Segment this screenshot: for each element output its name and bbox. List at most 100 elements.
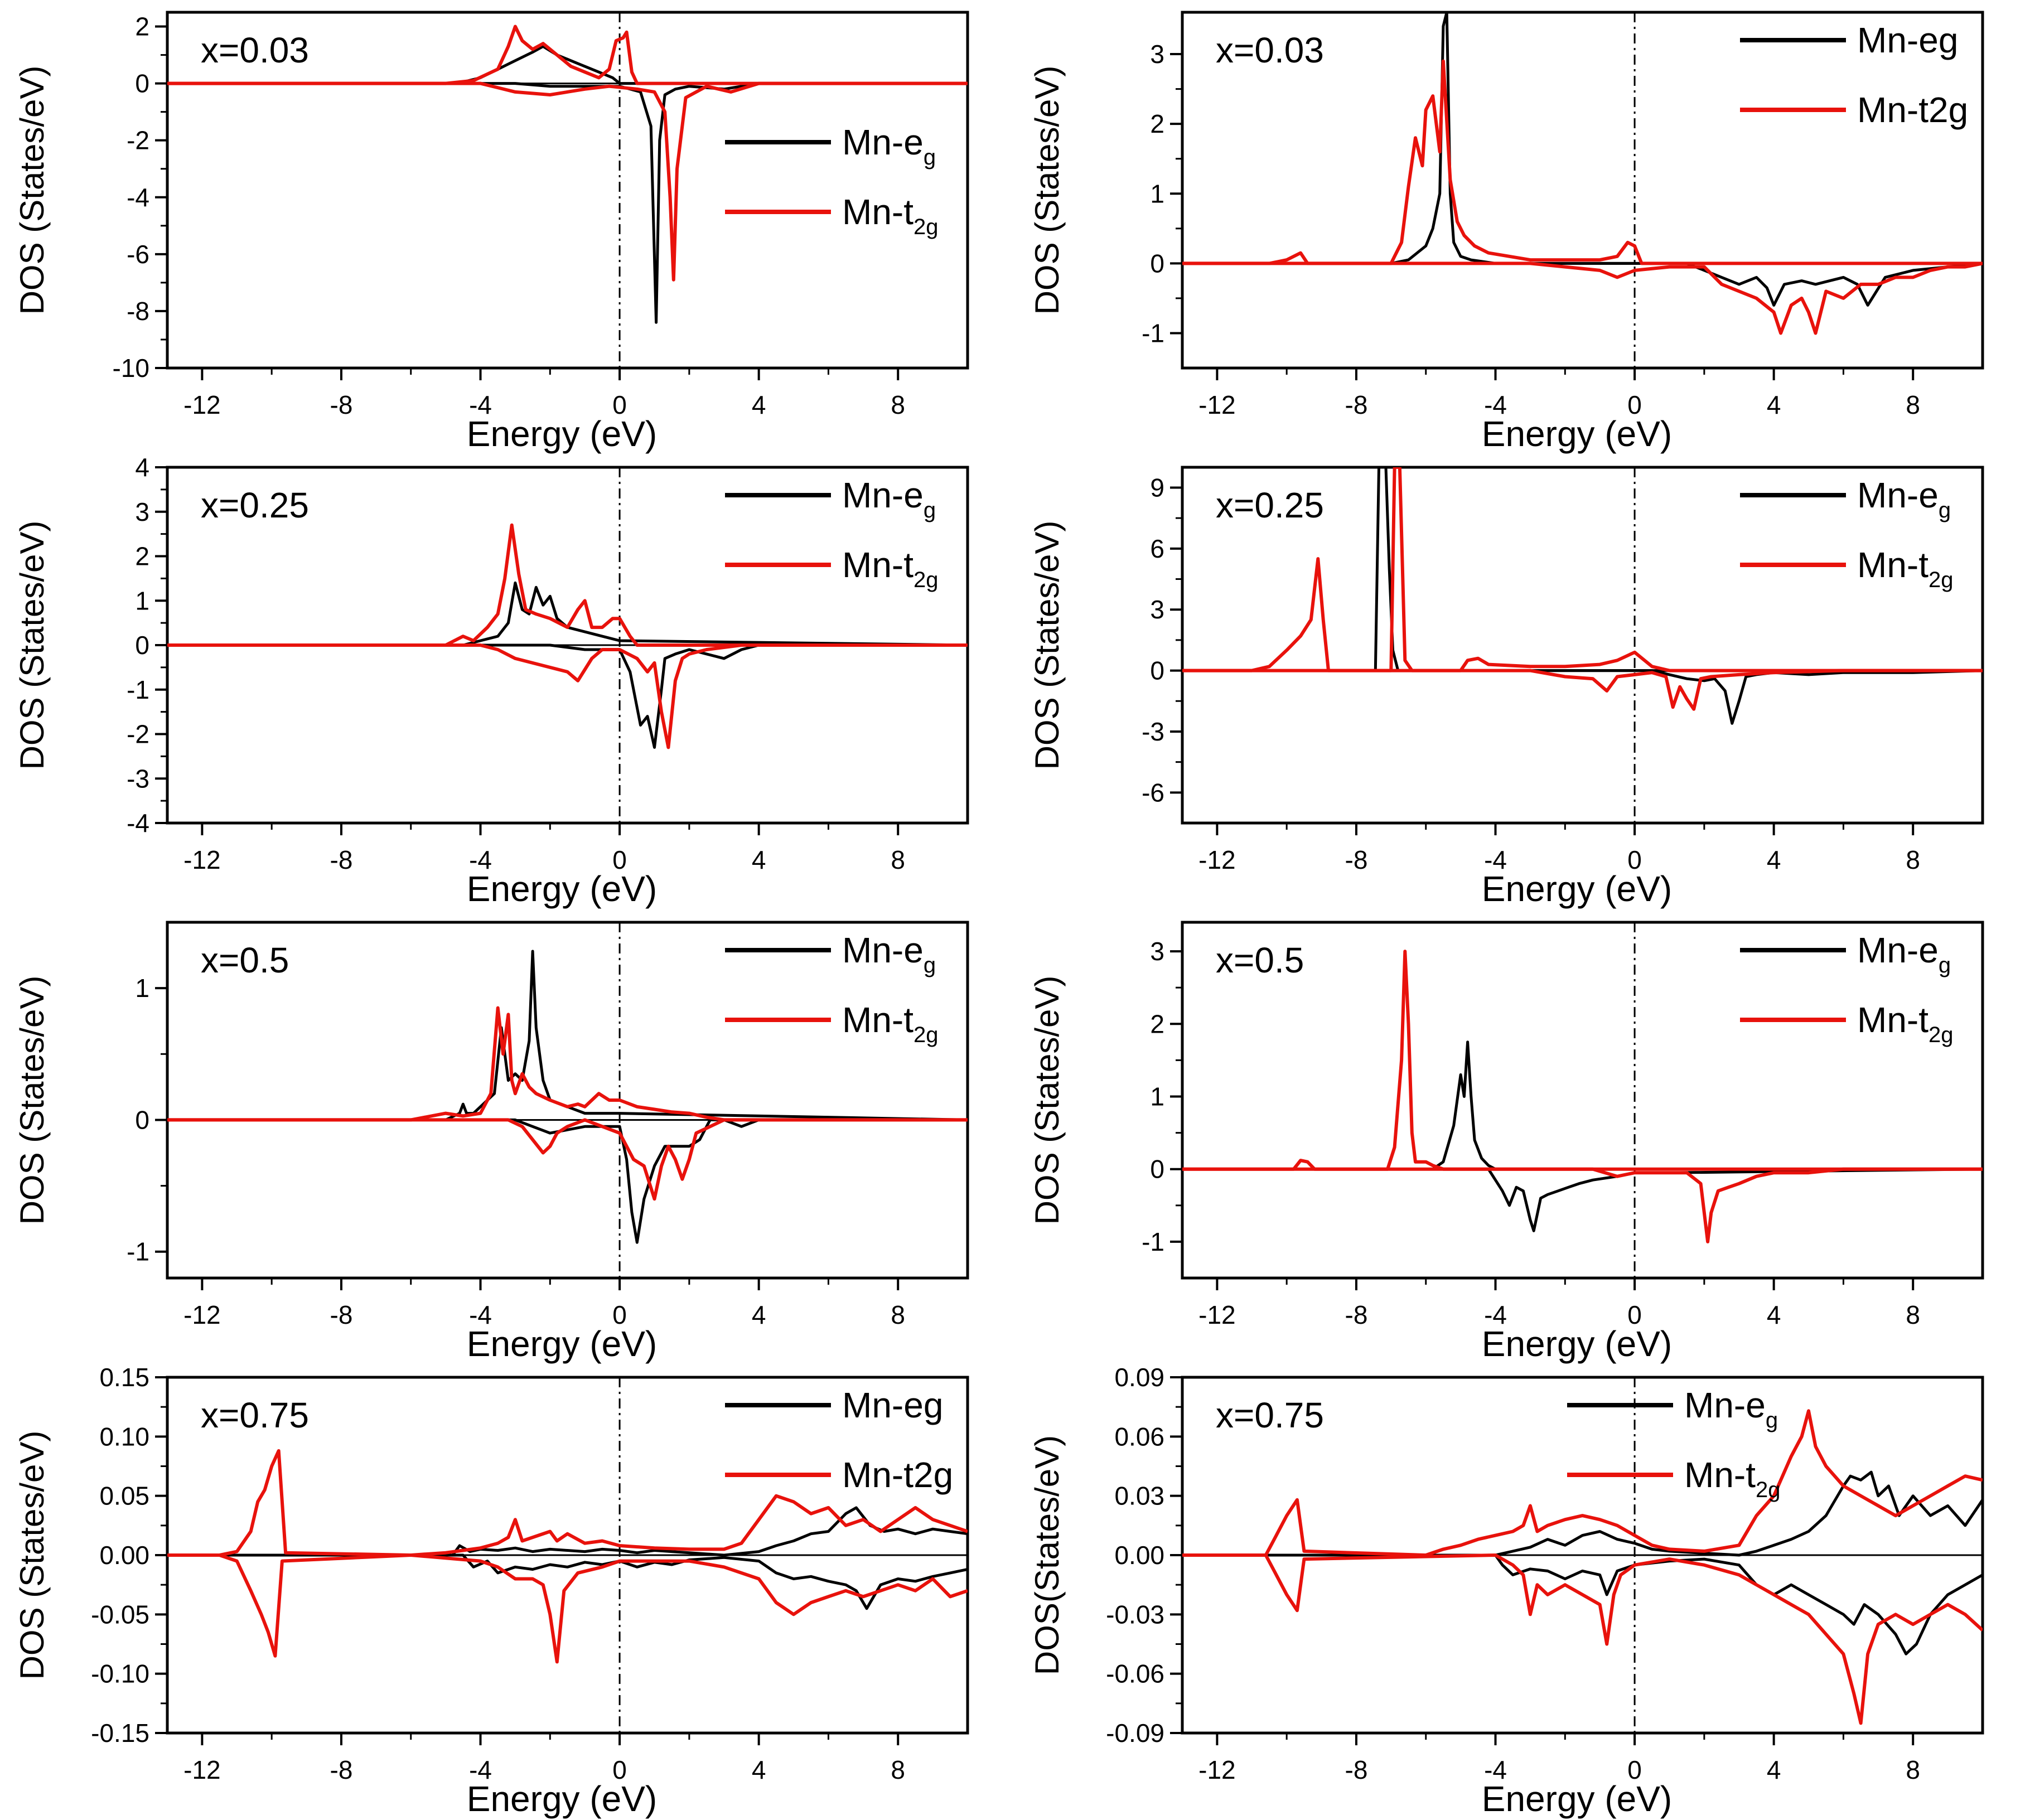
y-tick-label: 0	[135, 69, 149, 98]
legend-subscript: g	[1766, 1408, 1778, 1432]
x-tick-label: -4	[469, 845, 492, 874]
mn-t2g-spin-down-line	[1182, 669, 1983, 711]
x-tick-label: 4	[752, 390, 766, 419]
legend-text: Mn-e	[1857, 930, 1939, 970]
y-tick-label: 0	[135, 631, 149, 660]
x-tick-label: -8	[330, 1755, 353, 1784]
composition-label: x=0.75	[201, 1395, 309, 1435]
y-tick-label: -4	[127, 183, 149, 212]
composition-label: x=0.03	[201, 30, 309, 70]
y-tick-label: -0.03	[1106, 1600, 1164, 1629]
y-tick-label: 2	[135, 542, 149, 571]
y-tick-label: -4	[127, 809, 149, 838]
y-tick-label: 3	[1150, 40, 1164, 69]
y-tick-label: -0.09	[1106, 1719, 1164, 1748]
mn-t2g-spin-down-line	[1182, 1553, 1983, 1725]
y-tick-label: 2	[1150, 109, 1164, 138]
legend-label-eg: Mn-eg	[1857, 475, 1951, 522]
x-tick-label: 4	[1767, 1755, 1781, 1784]
dos-panel-x0.5-right: -12 -8 -4 0 4 8 -1 0 1 2 3 Energy (eV) DOS (States/e…	[1028, 921, 1984, 1364]
legend-label-eg: Mn-eg	[842, 122, 936, 170]
legend-label-t2g: Mn-t2g	[1857, 545, 1954, 592]
mn-t2g-spin-down-line	[167, 1553, 968, 1664]
mn-eg-spin-down-line	[167, 643, 968, 749]
y-axis-title: DOS(States/eV)	[1028, 1435, 1066, 1675]
mn-t2g-spin-up-line	[1182, 59, 1983, 265]
y-tick-label: -3	[127, 764, 149, 793]
y-tick-label: -8	[127, 297, 149, 326]
plot-frame	[166, 921, 969, 1280]
y-tick-label: 4	[135, 455, 149, 482]
composition-label: x=0.03	[1216, 30, 1324, 70]
y-tick-label: -2	[127, 126, 149, 155]
legend-subscript: 2g	[1928, 568, 1954, 592]
plot-frame	[1181, 921, 1984, 1280]
legend-subscript: 2g	[1756, 1478, 1781, 1502]
y-axis-title: DOS (States/eV)	[13, 976, 51, 1225]
legend-label-t2g: Mn-t2g	[842, 192, 939, 239]
y-tick-label: -1	[1142, 1227, 1164, 1256]
y-tick-label: -1	[127, 1237, 149, 1266]
mn-t2g-spin-up-line	[167, 1449, 968, 1557]
y-tick-label: 1	[135, 586, 149, 615]
x-tick-label: -12	[183, 390, 220, 419]
legend-text: Mn-e	[1684, 1385, 1766, 1425]
legend-text: Mn-t2g	[1857, 90, 1968, 130]
legend-label-t2g: Mn-t2g	[842, 545, 939, 592]
x-tick-label: 0	[612, 1755, 627, 1784]
y-tick-label: 1	[1150, 1082, 1164, 1111]
mn-eg-spin-up-line	[167, 1506, 968, 1557]
composition-label: x=0.75	[1216, 1395, 1324, 1435]
legend-subscript: g	[924, 145, 936, 170]
legend-subscript: g	[1939, 498, 1951, 522]
x-tick-label: -8	[1345, 1755, 1368, 1784]
x-axis-title: Energy (eV)	[1482, 1324, 1672, 1364]
mn-eg-spin-up-line	[1182, 1040, 1983, 1171]
y-tick-label: 1	[1150, 179, 1164, 208]
y-tick-label: 0.10	[99, 1422, 149, 1451]
mn-t2g-spin-up-line	[167, 25, 968, 85]
mn-t2g-spin-down-line	[1182, 262, 1983, 335]
legend-label-t2g: Mn-t2g	[1857, 90, 1968, 130]
y-tick-label: 0.00	[1114, 1541, 1164, 1570]
mn-t2g-spin-up-line	[167, 523, 968, 647]
mn-t2g-spin-up-line	[1182, 467, 1983, 672]
y-axis-title: DOS (States/eV)	[1028, 66, 1066, 315]
y-tick-label: -0.15	[91, 1719, 149, 1748]
mn-t2g-spin-down-line	[1182, 1167, 1983, 1243]
series-group	[167, 523, 968, 749]
y-axis-title: DOS (States/eV)	[13, 1431, 51, 1680]
dos-panel-x0.25-right: -12 -8 -4 0 4 8 -6 -3 0 3 6 9 Energy (eV) DOS (States…	[1028, 466, 1984, 909]
x-tick-label: 0	[1627, 1300, 1642, 1329]
legend-text: Mn-e	[1857, 475, 1939, 515]
legend-label-eg: Mn-eg	[842, 1385, 943, 1425]
mn-t2g-spin-down-line	[167, 643, 968, 749]
y-tick-label: 9	[1150, 473, 1164, 502]
series-group	[1182, 950, 1983, 1243]
legend-text: Mn-e	[842, 930, 924, 970]
legend-subscript: 2g	[914, 215, 939, 239]
plot-frame	[1181, 466, 1984, 825]
y-tick-label: -1	[127, 675, 149, 704]
x-tick-label: -8	[330, 1300, 353, 1329]
series-group	[167, 25, 968, 324]
x-axis-title: Energy (eV)	[1482, 869, 1672, 909]
dos-panel-x0.75-left: -12 -8 -4 0 4 8 -0.15 -0.10 -0.05 0.00 0.05 0.10 0.1…	[13, 1365, 969, 1819]
legend-text: Mn-e	[842, 475, 924, 515]
y-axis-title: DOS (States/eV)	[13, 66, 51, 315]
y-tick-label: 0	[1150, 249, 1164, 278]
x-axis-title: Energy (eV)	[1482, 414, 1672, 454]
x-tick-label: 8	[1906, 1300, 1920, 1329]
y-tick-label: -2	[127, 720, 149, 749]
dos-panel-x0.25-left: -12 -8 -4 0 4 8 -4 -3 -2 -1 0 1 2 3 4 Energy (eV) DOS (S…	[13, 455, 969, 909]
y-tick-label: -1	[1142, 318, 1164, 347]
y-tick-label: 3	[1150, 937, 1164, 966]
x-tick-label: 0	[1627, 845, 1642, 874]
legend-label-t2g: Mn-t2g	[1684, 1455, 1781, 1502]
y-tick-label: -0.05	[91, 1600, 149, 1629]
y-axis-title: DOS (States/eV)	[1028, 976, 1066, 1225]
legend-text: Mn-t	[842, 192, 914, 232]
series-group	[1182, 1409, 1983, 1725]
mn-eg-spin-up-line	[167, 581, 968, 647]
